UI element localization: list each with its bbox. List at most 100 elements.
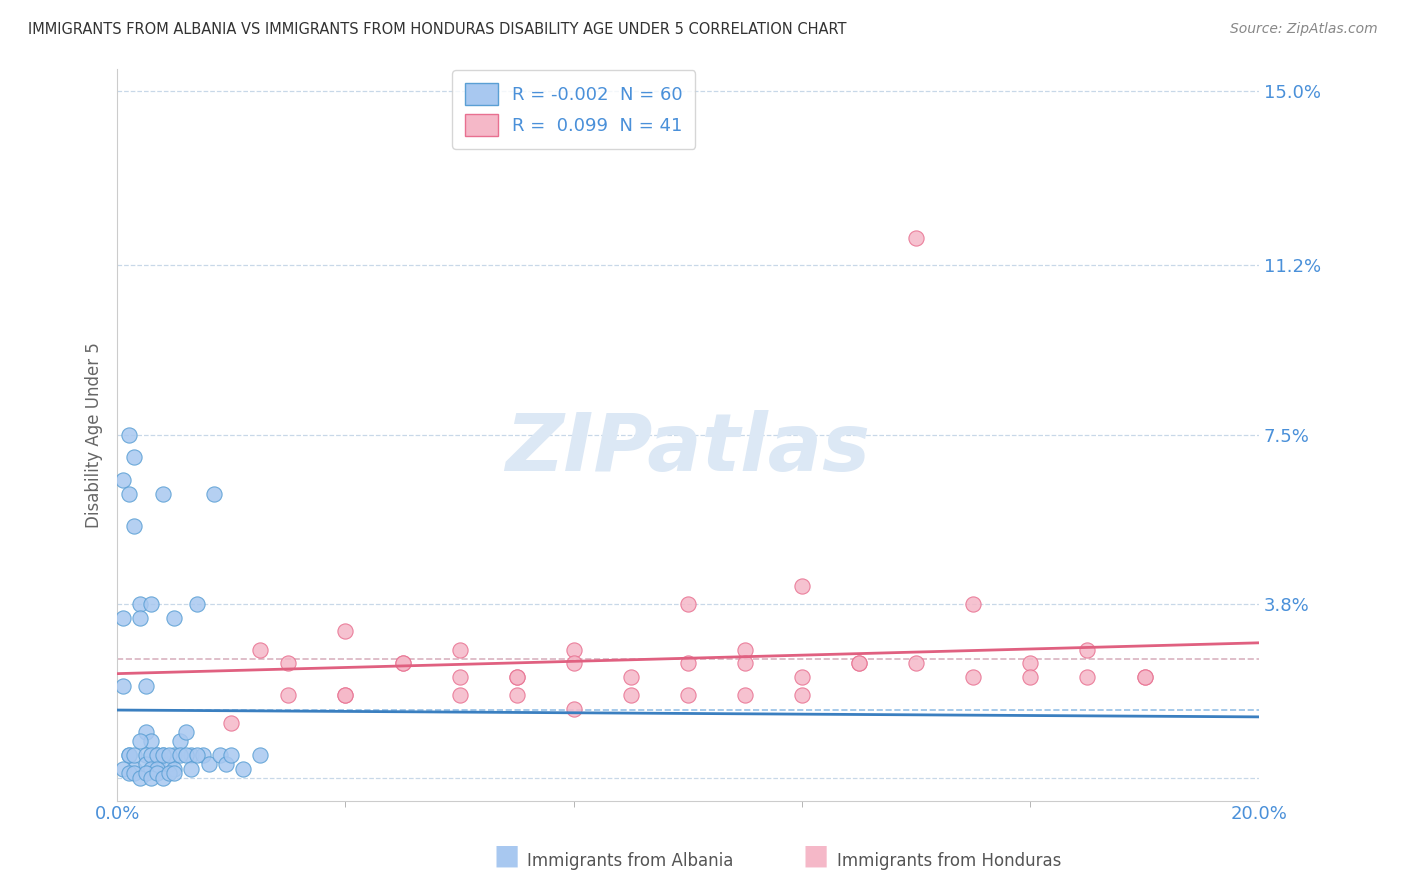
Point — [124, 747, 146, 762]
Point — [152, 747, 174, 762]
Point — [124, 766, 146, 780]
Point — [141, 597, 163, 611]
Point — [562, 657, 585, 671]
Y-axis label: Disability Age Under 5: Disability Age Under 5 — [86, 342, 103, 527]
Point — [848, 657, 870, 671]
Point — [734, 657, 756, 671]
Point — [1133, 670, 1156, 684]
Point — [163, 610, 186, 624]
Point — [391, 657, 413, 671]
Point — [141, 734, 163, 748]
Point — [191, 747, 214, 762]
Point — [620, 670, 643, 684]
Point — [790, 670, 813, 684]
Point — [506, 670, 529, 684]
Point — [335, 624, 357, 639]
Point — [676, 657, 699, 671]
Point — [146, 766, 169, 780]
Point — [135, 679, 157, 693]
Point — [1076, 642, 1098, 657]
Point — [157, 766, 180, 780]
Point — [163, 762, 186, 776]
Text: ZIPatlas: ZIPatlas — [505, 410, 870, 488]
Point — [249, 747, 271, 762]
Point — [1019, 657, 1042, 671]
Point — [117, 747, 139, 762]
Point — [135, 757, 157, 772]
Point — [221, 747, 243, 762]
Point — [506, 689, 529, 703]
Point — [124, 762, 146, 776]
Point — [249, 642, 271, 657]
Point — [117, 427, 139, 442]
Point — [734, 689, 756, 703]
Point — [169, 734, 191, 748]
Point — [163, 766, 186, 780]
Text: IMMIGRANTS FROM ALBANIA VS IMMIGRANTS FROM HONDURAS DISABILITY AGE UNDER 5 CORRE: IMMIGRANTS FROM ALBANIA VS IMMIGRANTS FR… — [28, 22, 846, 37]
Point — [129, 734, 152, 748]
Point — [277, 689, 299, 703]
Text: ■: ■ — [494, 842, 519, 870]
Text: Immigrants from Honduras: Immigrants from Honduras — [837, 852, 1062, 870]
Point — [146, 747, 169, 762]
Point — [562, 642, 585, 657]
Point — [1133, 670, 1156, 684]
Point — [111, 679, 134, 693]
Point — [506, 670, 529, 684]
Point — [129, 771, 152, 785]
Point — [905, 231, 928, 245]
Text: Immigrants from Albania: Immigrants from Albania — [527, 852, 734, 870]
Point — [117, 487, 139, 501]
Point — [152, 771, 174, 785]
Point — [157, 757, 180, 772]
Point — [562, 702, 585, 716]
Point — [620, 689, 643, 703]
Point — [734, 642, 756, 657]
Point — [135, 747, 157, 762]
Point — [163, 747, 186, 762]
Point — [111, 610, 134, 624]
Point — [146, 747, 169, 762]
Point — [1076, 670, 1098, 684]
Point — [117, 766, 139, 780]
Point — [129, 610, 152, 624]
Point — [111, 762, 134, 776]
Point — [141, 762, 163, 776]
Text: Source: ZipAtlas.com: Source: ZipAtlas.com — [1230, 22, 1378, 37]
Point — [146, 757, 169, 772]
Point — [111, 473, 134, 487]
Point — [141, 771, 163, 785]
Point — [124, 450, 146, 465]
Legend: R = -0.002  N = 60, R =  0.099  N = 41: R = -0.002 N = 60, R = 0.099 N = 41 — [453, 70, 695, 149]
Point — [790, 578, 813, 592]
Point — [202, 487, 225, 501]
Point — [174, 747, 197, 762]
Point — [180, 762, 202, 776]
Point — [790, 689, 813, 703]
Point — [197, 757, 219, 772]
Point — [221, 715, 243, 730]
Point — [962, 597, 984, 611]
Point — [180, 747, 202, 762]
Point — [277, 657, 299, 671]
Point — [391, 657, 413, 671]
Point — [129, 597, 152, 611]
Point — [141, 747, 163, 762]
Point — [449, 670, 471, 684]
Point — [449, 689, 471, 703]
Point — [117, 747, 139, 762]
Point — [962, 670, 984, 684]
Point — [174, 725, 197, 739]
Point — [232, 762, 254, 776]
Point — [449, 642, 471, 657]
Point — [905, 657, 928, 671]
Point — [152, 747, 174, 762]
Point — [169, 747, 191, 762]
Point — [848, 657, 870, 671]
Text: ■: ■ — [803, 842, 828, 870]
Point — [186, 597, 208, 611]
Point — [335, 689, 357, 703]
Point — [1019, 670, 1042, 684]
Point — [676, 597, 699, 611]
Point — [146, 762, 169, 776]
